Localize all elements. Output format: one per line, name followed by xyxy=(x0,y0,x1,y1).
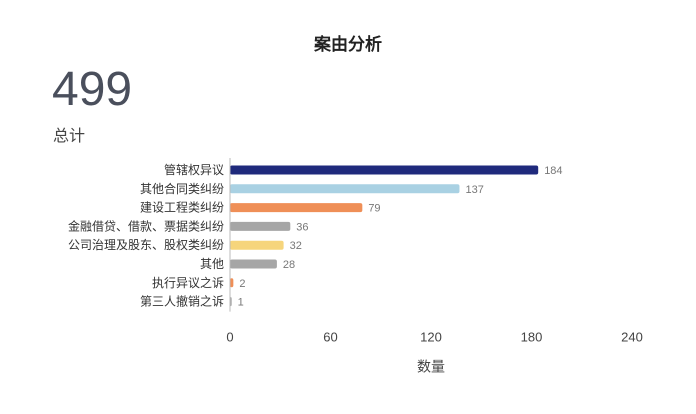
value-label-5: 28 xyxy=(283,259,295,271)
bars-layer xyxy=(230,165,539,307)
category-label-6: 执行异议之诉 xyxy=(152,276,224,290)
total-count-value: 499 xyxy=(52,63,133,116)
value-label-6: 2 xyxy=(239,278,245,290)
bar-4 xyxy=(230,240,284,250)
value-label-2: 79 xyxy=(368,203,380,215)
value-label-3: 36 xyxy=(296,221,308,233)
category-label-3: 金融借贷、借款、票据类纠纷 xyxy=(68,218,224,233)
value-label-7: 1 xyxy=(238,297,244,309)
value-label-1: 137 xyxy=(465,184,483,196)
total-count-label: 总计 xyxy=(53,126,86,145)
bar-5 xyxy=(230,259,277,269)
x-tick-label-3: 180 xyxy=(521,330,543,345)
x-tick-labels-layer: 0 60 120 180 240 xyxy=(226,330,642,345)
x-tick-label-4: 240 xyxy=(621,330,643,345)
x-tick-label-2: 120 xyxy=(420,330,442,345)
bar-0 xyxy=(230,165,539,175)
x-axis-title: 数量 xyxy=(417,360,445,376)
value-label-4: 32 xyxy=(290,240,302,252)
category-label-0: 管辖权异议 xyxy=(164,162,224,177)
bar-1 xyxy=(230,184,460,194)
category-label-4: 公司治理及股东、股权类纠纷 xyxy=(68,238,224,252)
category-label-2: 建设工程类纠纷 xyxy=(140,200,224,215)
category-label-1: 其他合同类纠纷 xyxy=(140,181,224,196)
bar-2 xyxy=(230,203,363,213)
chart-title: 案由分析 xyxy=(314,35,382,55)
category-label-7: 第三人撤销之诉 xyxy=(140,294,224,309)
category-labels-layer: 管辖权异议其他合同类纠纷建设工程类纠纷金融借贷、借款、票据类纠纷公司治理及股东、… xyxy=(68,162,224,309)
bar-3 xyxy=(230,221,291,231)
x-tick-label-0: 0 xyxy=(226,330,233,345)
value-label-0: 184 xyxy=(544,165,562,177)
value-labels-layer: 184 137 79 36 32 28 2 1 xyxy=(238,165,563,309)
x-tick-label-1: 60 xyxy=(323,330,337,345)
category-label-5: 其他 xyxy=(200,257,224,271)
bar-6 xyxy=(230,278,234,288)
